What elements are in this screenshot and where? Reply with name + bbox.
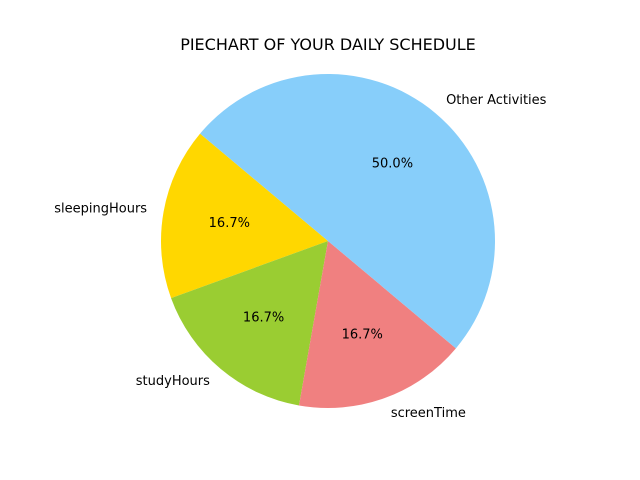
slice-label-study-hours: studyHours [136, 374, 210, 389]
slice-label-other-activities: Other Activities [446, 93, 547, 108]
slice-label-screen-time: screenTime [391, 406, 466, 421]
slice-label-sleeping-hours: sleepingHours [54, 202, 147, 217]
slice-sleeping-hours [160, 133, 328, 299]
percent-label-sleeping-hours: 16.7% [209, 216, 250, 231]
pie-labels: sleepingHours 16.7% studyHours 16.7% screenT… [54, 93, 546, 421]
percent-label-study-hours: 16.7% [243, 310, 284, 325]
pie-slices [160, 74, 496, 408]
slice-screen-time [299, 241, 456, 408]
slice-study-hours [171, 241, 328, 406]
percent-label-other-activities: 50.0% [372, 157, 413, 172]
chart-title: PIECHART OF YOUR DAILY SCHEDULE [180, 35, 476, 54]
slice-other-activities [200, 74, 496, 349]
percent-label-screen-time: 16.7% [342, 328, 383, 343]
